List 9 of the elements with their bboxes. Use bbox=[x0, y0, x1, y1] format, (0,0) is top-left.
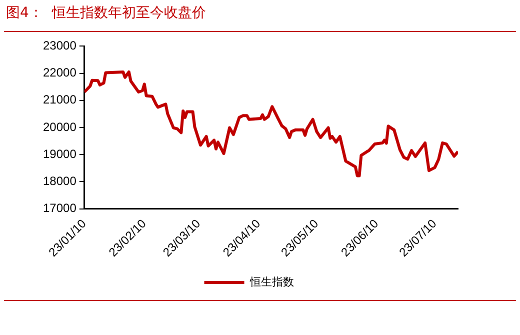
y-tick-label: 19000 bbox=[42, 146, 77, 161]
y-tick-label: 18000 bbox=[42, 174, 77, 188]
y-tick-label: 23000 bbox=[42, 38, 77, 53]
y-tick-label: 17000 bbox=[42, 201, 77, 216]
y-tick-label: 22000 bbox=[42, 66, 77, 80]
legend-label: 恒生指数 bbox=[248, 275, 294, 288]
chart-title: 图4： 恒生指数年初至今收盘价 bbox=[6, 4, 206, 22]
y-tick-label: 20000 bbox=[42, 120, 77, 134]
y-tick-label: 21000 bbox=[42, 92, 77, 107]
